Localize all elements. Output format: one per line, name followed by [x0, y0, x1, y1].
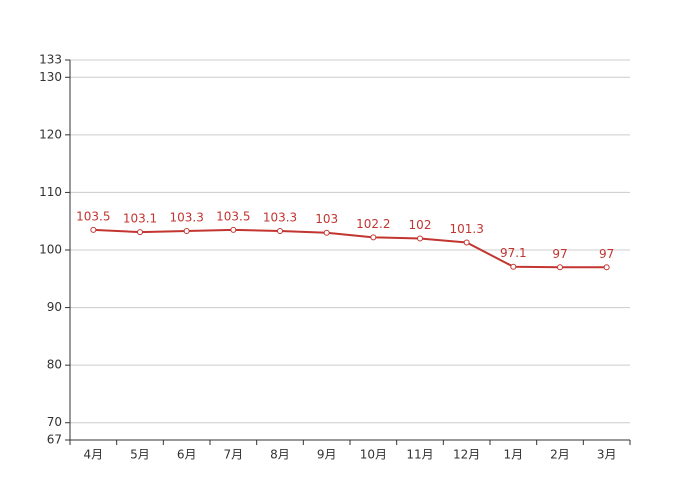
y-tick-label: 130 — [39, 70, 62, 84]
data-label: 103.5 — [76, 209, 110, 223]
data-label: 103.3 — [263, 211, 297, 225]
point — [417, 235, 423, 242]
x-tick-label: 8月 — [270, 448, 290, 462]
x-tick-label: 5月 — [130, 448, 150, 462]
point — [463, 239, 470, 246]
line — [93, 228, 607, 269]
data-label: 103.1 — [123, 212, 157, 226]
x-tick-label: 3月 — [597, 448, 617, 462]
point — [603, 264, 610, 271]
data-label: 97.1 — [500, 246, 527, 260]
data-label: 97 — [552, 247, 567, 261]
x-tick-label: 10月 — [360, 448, 387, 462]
data-label: 102 — [409, 218, 432, 232]
y-tick-label: 90 — [47, 300, 62, 314]
y-tick-label: 67 — [47, 433, 62, 447]
data-label: 97 — [599, 247, 614, 261]
x-tick-label: 7月 — [224, 448, 244, 462]
point — [557, 264, 563, 271]
x-tick-label: 2月 — [550, 448, 570, 462]
x-tick-label: 9月 — [317, 448, 337, 462]
data-label: 102.2 — [356, 217, 390, 231]
x-tick-label: 6月 — [177, 448, 197, 462]
point — [137, 229, 143, 236]
point — [510, 263, 517, 270]
x-tick-label: 4月 — [84, 448, 104, 462]
y-tick-label: 100 — [39, 243, 62, 257]
y-tick-label: 80 — [47, 358, 62, 372]
point — [90, 226, 97, 233]
point — [277, 228, 283, 234]
y-tick-label: 70 — [47, 415, 62, 429]
data-label: 103.3 — [169, 211, 203, 225]
y-tick-label: 110 — [39, 185, 62, 199]
point — [323, 229, 330, 236]
data-label: 103 — [315, 212, 338, 226]
y-tick-label: 133 — [39, 53, 62, 67]
data-label: 101.3 — [449, 222, 483, 236]
point — [370, 234, 377, 241]
point — [230, 226, 237, 233]
point — [183, 228, 190, 234]
data-label: 103.5 — [216, 209, 250, 223]
x-tick-label: 12月 — [453, 448, 480, 462]
x-tick-label: 1月 — [504, 448, 524, 462]
x-tick-label: 11月 — [406, 448, 433, 462]
y-tick-label: 120 — [39, 127, 62, 141]
